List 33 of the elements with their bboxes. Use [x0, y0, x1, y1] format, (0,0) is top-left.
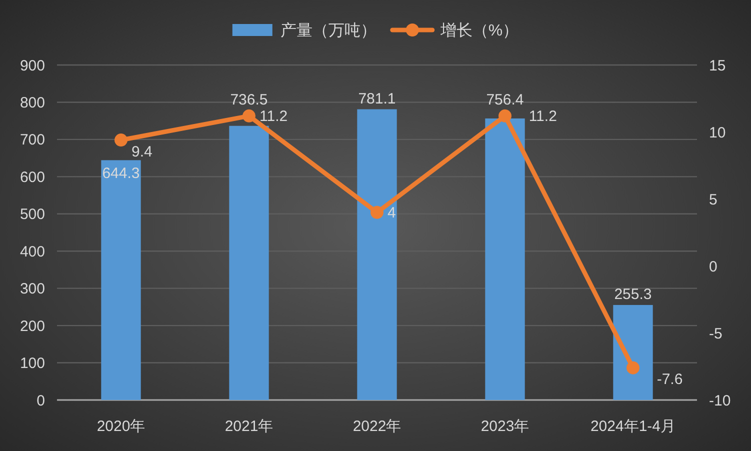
y2-tick-label: 10 [709, 124, 726, 142]
y-tick-label: 500 [20, 206, 45, 224]
x-tick-label: 2020年 [96, 418, 146, 435]
y2-tick-label: 5 [709, 191, 718, 208]
data-label: 255.3 [614, 286, 652, 303]
y-tick-label: 0 [36, 392, 45, 410]
y2-tick-label: 0 [709, 258, 718, 276]
x-tick-label: 2024年1-4月 [590, 418, 676, 435]
data-label: 4 [388, 204, 396, 222]
legend-label: 产量（万吨） [280, 22, 376, 40]
data-label: 781.1 [358, 90, 396, 108]
y2-tick-label: -10 [709, 392, 731, 410]
y-tick-label: 400 [20, 243, 45, 260]
y2-tick-label: 15 [709, 57, 726, 74]
data-label: 736.5 [230, 91, 268, 108]
y-tick-label: 200 [20, 318, 45, 335]
data-label: 9.4 [132, 143, 152, 160]
y-tick-label: 900 [20, 57, 45, 74]
y-tick-label: 600 [20, 168, 45, 186]
data-label: 11.2 [528, 108, 557, 126]
y-tick-label: 300 [20, 280, 45, 298]
data-label: -7.6 [656, 371, 683, 388]
x-tick-label: 2021年 [224, 418, 274, 435]
legend-label: 增长（%） [439, 22, 519, 40]
data-label: 644.3 [102, 165, 140, 182]
x-tick-label: 2022年 [352, 418, 402, 435]
y-tick-label: 700 [20, 132, 45, 149]
data-label: 11.2 [260, 108, 288, 126]
x-tick-label: 2023年 [480, 418, 530, 435]
y2-tick-label: -5 [709, 325, 722, 342]
y-tick-label: 100 [20, 355, 45, 372]
data-label: 756.4 [486, 91, 524, 108]
y-tick-label: 800 [20, 94, 45, 112]
